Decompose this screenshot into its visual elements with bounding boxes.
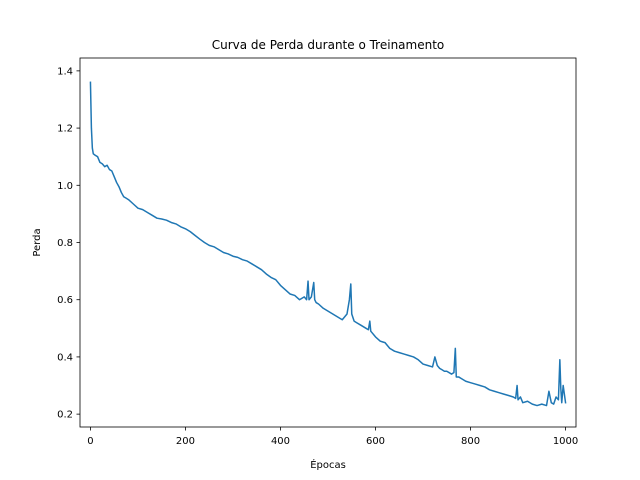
chart-title: Curva de Perda durante o Treinamento (212, 38, 445, 52)
x-tick-label: 1000 (553, 436, 578, 447)
y-tick-label: 0.6 (57, 295, 73, 306)
x-tick-label: 800 (461, 436, 480, 447)
y-axis-ticks: 0.2 0.4 0.6 0.8 1.0 1.2 1.4 (57, 66, 80, 421)
x-tick-label: 400 (271, 436, 290, 447)
y-axis-title: Perda (32, 228, 43, 256)
x-tick-label: 200 (176, 436, 195, 447)
y-tick-label: 1.2 (57, 124, 73, 135)
x-tick-label: 0 (87, 436, 93, 447)
y-tick-label: 0.2 (57, 410, 73, 421)
y-tick-label: 0.4 (57, 352, 73, 363)
x-axis-title: Épocas (310, 458, 346, 471)
x-tick-label: 600 (366, 436, 385, 447)
plot-frame (79, 57, 577, 428)
loss-series-line (89, 81, 567, 407)
y-tick-label: 1.4 (57, 66, 73, 77)
x-axis-ticks: 0 200 400 600 800 1000 (87, 427, 578, 447)
y-tick-label: 1.0 (57, 181, 73, 192)
y-tick-label: 0.8 (57, 238, 73, 249)
